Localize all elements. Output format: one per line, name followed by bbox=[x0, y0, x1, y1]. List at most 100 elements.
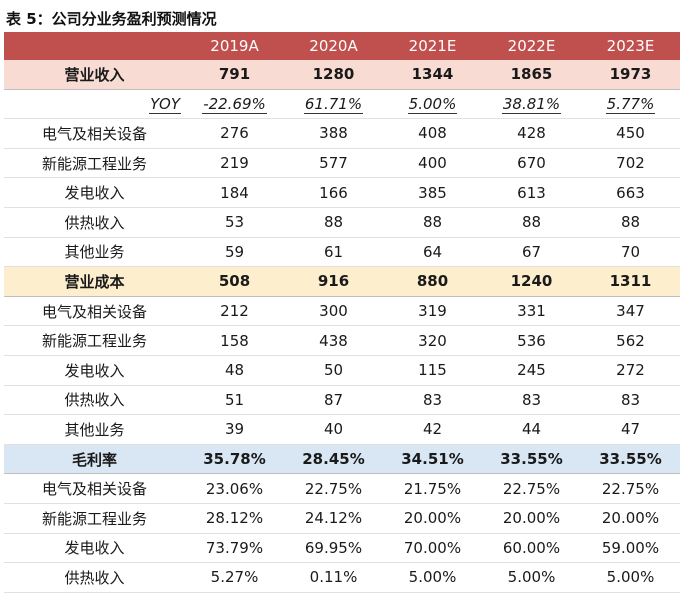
table-cell: 5.00% bbox=[383, 562, 482, 593]
table-cell: 1865 bbox=[482, 60, 581, 90]
table-cell: 21.75% bbox=[383, 473, 482, 504]
table-cell: 276 bbox=[185, 118, 284, 149]
table-cell: 40 bbox=[284, 414, 383, 445]
table-cell: 331 bbox=[482, 296, 581, 327]
table-cell: 83 bbox=[383, 385, 482, 416]
table-row: 发电收入 73.79% 69.95% 70.00% 60.00% 59.00% bbox=[4, 533, 680, 564]
table-row: 新能源工程业务 219 577 400 670 702 bbox=[4, 148, 680, 179]
row-label: 营业成本 bbox=[4, 266, 185, 297]
table-cell: 23.06% bbox=[185, 473, 284, 504]
table-cell: 916 bbox=[284, 266, 383, 297]
table-row: 其他业务 39 40 42 44 47 bbox=[4, 414, 680, 445]
table-cell: 38.81% bbox=[482, 89, 581, 120]
table-cell: 69.95% bbox=[284, 533, 383, 564]
table-cell: 300 bbox=[284, 296, 383, 327]
cost-row: 营业成本 508 916 880 1240 1311 bbox=[4, 266, 680, 297]
table-cell: 33.55% bbox=[482, 444, 581, 475]
row-label: YOY bbox=[4, 89, 185, 120]
row-label: 电气及相关设备 bbox=[4, 296, 185, 327]
table-cell: 212 bbox=[185, 296, 284, 327]
row-label: 发电收入 bbox=[4, 177, 185, 208]
header-cell: 2022E bbox=[482, 32, 581, 60]
table-cell: 59 bbox=[185, 237, 284, 268]
table-cell: 60.00% bbox=[482, 533, 581, 564]
row-label: 供热收入 bbox=[4, 207, 185, 238]
table-cell: -22.69% bbox=[185, 89, 284, 120]
table-cell: 50 bbox=[284, 355, 383, 386]
table-cell: 400 bbox=[383, 148, 482, 179]
row-label: 其他业务 bbox=[4, 237, 185, 268]
table-cell: 39 bbox=[185, 414, 284, 445]
table-cell: 0.11% bbox=[284, 562, 383, 593]
table-cell: 670 bbox=[482, 148, 581, 179]
table-cell: 158 bbox=[185, 325, 284, 356]
table-cell: 22.75% bbox=[284, 473, 383, 504]
table-cell: 61 bbox=[284, 237, 383, 268]
table-cell: 48 bbox=[185, 355, 284, 386]
table-cell: 44 bbox=[482, 414, 581, 445]
table-cell: 245 bbox=[482, 355, 581, 386]
table-row: 发电收入 48 50 115 245 272 bbox=[4, 355, 680, 386]
row-label: 新能源工程业务 bbox=[4, 325, 185, 356]
table-row: 供热收入 53 88 88 88 88 bbox=[4, 207, 680, 238]
table-cell: 184 bbox=[185, 177, 284, 208]
table-cell: 791 bbox=[185, 60, 284, 90]
yoy-value: 5.00% bbox=[407, 94, 458, 114]
table-cell: 319 bbox=[383, 296, 482, 327]
table-cell: 613 bbox=[482, 177, 581, 208]
table-cell: 1240 bbox=[482, 266, 581, 297]
row-label: 其他业务 bbox=[4, 414, 185, 445]
row-label: 新能源工程业务 bbox=[4, 148, 185, 179]
row-label: 电气及相关设备 bbox=[4, 118, 185, 149]
table-cell: 388 bbox=[284, 118, 383, 149]
table-cell: 20.00% bbox=[482, 503, 581, 534]
table-row: 发电收入 184 166 385 613 663 bbox=[4, 177, 680, 208]
table-cell: 450 bbox=[581, 118, 680, 149]
table-cell: 70.00% bbox=[383, 533, 482, 564]
forecast-table: 2019A 2020A 2021E 2022E 2023E 营业收入 791 1… bbox=[4, 32, 680, 593]
header-cell bbox=[4, 32, 185, 60]
table-row: 电气及相关设备 276 388 408 428 450 bbox=[4, 118, 680, 149]
table-cell: 5.77% bbox=[581, 89, 680, 120]
table-cell: 536 bbox=[482, 325, 581, 356]
table-cell: 20.00% bbox=[383, 503, 482, 534]
revenue-row: 营业收入 791 1280 1344 1865 1973 bbox=[4, 60, 680, 90]
table-cell: 24.12% bbox=[284, 503, 383, 534]
table-cell: 5.00% bbox=[482, 562, 581, 593]
table-cell: 33.55% bbox=[581, 444, 680, 475]
table-cell: 219 bbox=[185, 148, 284, 179]
table-cell: 438 bbox=[284, 325, 383, 356]
table-cell: 22.75% bbox=[581, 473, 680, 504]
table-cell: 73.79% bbox=[185, 533, 284, 564]
table-cell: 880 bbox=[383, 266, 482, 297]
table-cell: 5.27% bbox=[185, 562, 284, 593]
row-label: 营业收入 bbox=[4, 60, 185, 90]
table-cell: 408 bbox=[383, 118, 482, 149]
table-cell: 428 bbox=[482, 118, 581, 149]
table-cell: 88 bbox=[284, 207, 383, 238]
row-label: 发电收入 bbox=[4, 533, 185, 564]
table-cell: 70 bbox=[581, 237, 680, 268]
table-cell: 1973 bbox=[581, 60, 680, 90]
table-row: 电气及相关设备 212 300 319 331 347 bbox=[4, 296, 680, 327]
table-cell: 88 bbox=[482, 207, 581, 238]
yoy-value: 38.81% bbox=[501, 94, 562, 114]
table-cell: 1344 bbox=[383, 60, 482, 90]
row-label: 供热收入 bbox=[4, 385, 185, 416]
header-cell: 2019A bbox=[185, 32, 284, 60]
table-cell: 61.71% bbox=[284, 89, 383, 120]
table-cell: 28.45% bbox=[284, 444, 383, 475]
table-cell: 22.75% bbox=[482, 473, 581, 504]
table-cell: 64 bbox=[383, 237, 482, 268]
table-cell: 663 bbox=[581, 177, 680, 208]
row-label: 毛利率 bbox=[4, 444, 185, 475]
table-cell: 166 bbox=[284, 177, 383, 208]
table-cell: 1311 bbox=[581, 266, 680, 297]
row-label: 供热收入 bbox=[4, 562, 185, 593]
table-cell: 702 bbox=[581, 148, 680, 179]
header-cell: 2023E bbox=[581, 32, 680, 60]
table-cell: 562 bbox=[581, 325, 680, 356]
table-cell: 577 bbox=[284, 148, 383, 179]
table-row: 电气及相关设备 23.06% 22.75% 21.75% 22.75% 22.7… bbox=[4, 473, 680, 504]
table-cell: 34.51% bbox=[383, 444, 482, 475]
